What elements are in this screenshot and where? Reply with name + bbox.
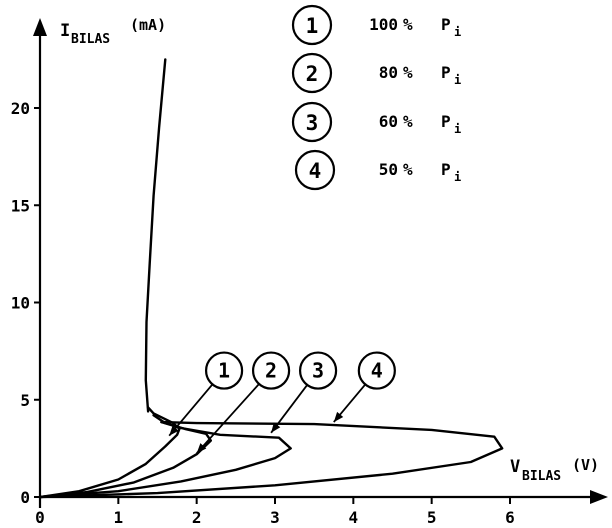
- legend-percent: 60: [379, 112, 398, 131]
- legend-number: 1: [306, 14, 319, 38]
- x-axis-arrow: [590, 490, 608, 504]
- legend-badge: [291, 4, 333, 46]
- legend-number: 3: [306, 111, 319, 135]
- legend-unit: %: [403, 160, 413, 179]
- callout-label: 2: [265, 359, 277, 383]
- callout-leader: [168, 383, 214, 437]
- x-tick-label: 5: [427, 508, 437, 527]
- series-line-1: [38, 406, 181, 499]
- legend-unit: %: [403, 63, 413, 82]
- callout-label: 4: [371, 359, 383, 383]
- y-axis-label-main: I: [60, 21, 70, 41]
- x-tick-label: 3: [270, 508, 280, 527]
- y-tick-label: 15: [11, 196, 30, 215]
- callout-arrowhead: [196, 443, 207, 454]
- legend-symbol: P: [441, 160, 451, 179]
- x-tick-label: 4: [349, 508, 359, 527]
- x-tick-label: 2: [192, 508, 202, 527]
- callouts: 1 2 3 4: [168, 351, 396, 454]
- callout-badge: [357, 351, 396, 390]
- x-axis-label-unit: (V): [572, 456, 599, 474]
- legend-unit: %: [403, 15, 413, 34]
- legend-percent: 100: [369, 15, 398, 34]
- y-axis-label-sub: BILAS: [71, 32, 110, 47]
- y-tick-label: 0: [20, 488, 30, 507]
- callout-badge: [204, 351, 244, 390]
- legend-badge: [291, 101, 333, 143]
- legend-percent: 50: [379, 160, 398, 179]
- y-axis-label: I BILAS (mA): [60, 16, 166, 47]
- legend-badge: [294, 149, 336, 191]
- legend-subscript: i: [454, 122, 461, 136]
- legend-symbol: P: [441, 63, 451, 82]
- shared-branch-line: [144, 58, 167, 413]
- legend-symbol: P: [441, 15, 451, 34]
- x-axis-label-main: V: [510, 457, 520, 477]
- x-tick-label: 0: [35, 508, 45, 527]
- x-axis-label: V BILAS (V): [510, 456, 599, 484]
- callout-arrowhead: [271, 422, 281, 433]
- series-line-3: [38, 420, 292, 499]
- callout-badge: [251, 351, 291, 390]
- callout-label: 3: [312, 359, 324, 383]
- y-tick-label: 20: [11, 99, 30, 118]
- legend-subscript: i: [454, 25, 461, 39]
- y-tick-label: 10: [11, 294, 30, 313]
- x-tick-label: 6: [505, 508, 515, 527]
- callout-label: 1: [218, 359, 230, 383]
- x-axis-label-sub: BILAS: [522, 469, 561, 484]
- callout-badge: [298, 351, 338, 390]
- x-tick-label: 1: [114, 508, 124, 527]
- legend-unit: %: [403, 112, 413, 131]
- y-axis-arrow: [33, 18, 47, 36]
- callout-arrowhead: [333, 411, 344, 423]
- legend-subscript: i: [454, 73, 461, 87]
- legend-number: 2: [306, 62, 319, 86]
- legend-number: 4: [309, 159, 322, 183]
- legend-badge: [291, 52, 333, 94]
- legend-percent: 80: [379, 63, 398, 82]
- legend-symbol: P: [441, 112, 451, 131]
- callout-leader: [196, 383, 260, 454]
- legend-subscript: i: [454, 170, 461, 184]
- y-axis-label-unit: (mA): [130, 16, 166, 34]
- y-tick-label: 5: [20, 391, 30, 410]
- callout-arrowhead: [169, 425, 179, 436]
- axes: [33, 18, 608, 508]
